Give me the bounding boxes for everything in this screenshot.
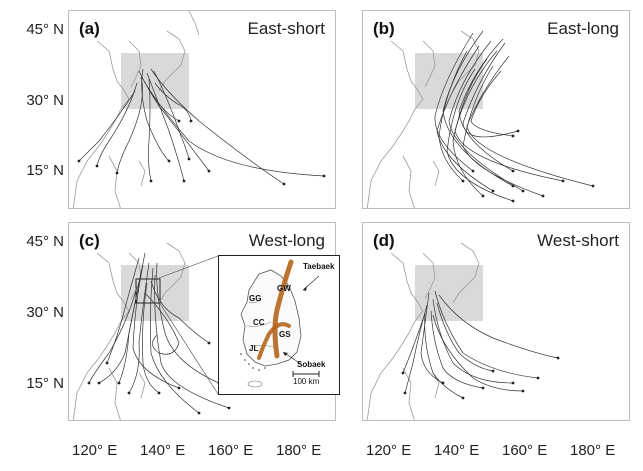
lon-label-120-left: 120° E [72,442,118,459]
panel-title-west-short: West-short [537,231,619,250]
panel-east-long: (b) East-long [362,10,630,209]
lon-label-120-right: 120° E [366,442,412,459]
inset-region-jl: JL [249,344,259,353]
inset-region-gw: GW [277,284,291,293]
lon-label-140-right: 140° E [434,442,480,459]
lon-label-140-left: 140° E [140,442,186,459]
map-west-long [72,242,231,420]
map-west-short [366,242,560,420]
inset-region-cc: CC [253,318,265,327]
lon-label-160-right: 160° E [502,442,548,459]
inset-mountain-sobaek: Sobaek [297,360,326,369]
tracks-east-short [78,68,325,185]
tracks-west-long [88,252,230,414]
tracks-west-short [402,290,559,399]
panel-label-c: (c) [79,231,100,250]
inset-region-gs: GS [279,330,291,339]
lat-label-45-bottom: 45° N [26,233,64,250]
inset-scale-label: 100 km [293,377,320,386]
panel-title-east-short: East-short [247,19,325,38]
panel-title-west-long: West-long [248,231,325,250]
panel-label-d: (d) [373,231,395,250]
lat-label-15-top: 15° N [26,162,64,179]
inset-region-gg: GG [249,294,262,303]
lon-label-180-right: 180° E [570,442,616,459]
panel-title-east-long: East-long [547,19,619,38]
lon-label-160-left: 160° E [208,442,254,459]
korea-inset-map: GG GW CC GS JL Taebaek Sobaek 100 km [218,255,340,395]
map-east-short [72,11,326,208]
panel-label-b: (b) [373,19,395,38]
inset-mountain-taebaek: Taebaek [303,262,335,271]
lat-label-45-top: 45° N [26,21,64,38]
lon-label-180-left: 180° E [276,442,322,459]
lat-label-30-bottom: 30° N [26,304,64,321]
lat-label-15-bottom: 15° N [26,375,64,392]
map-east-long [366,30,595,208]
tracks-east-long [434,30,594,202]
lat-label-30-top: 30° N [26,92,64,109]
panel-label-a: (a) [79,19,100,38]
korea-inset-graphic [240,259,320,388]
panel-west-short: (d) West-short [362,222,630,421]
panel-east-short: (a) East-short [68,10,336,209]
